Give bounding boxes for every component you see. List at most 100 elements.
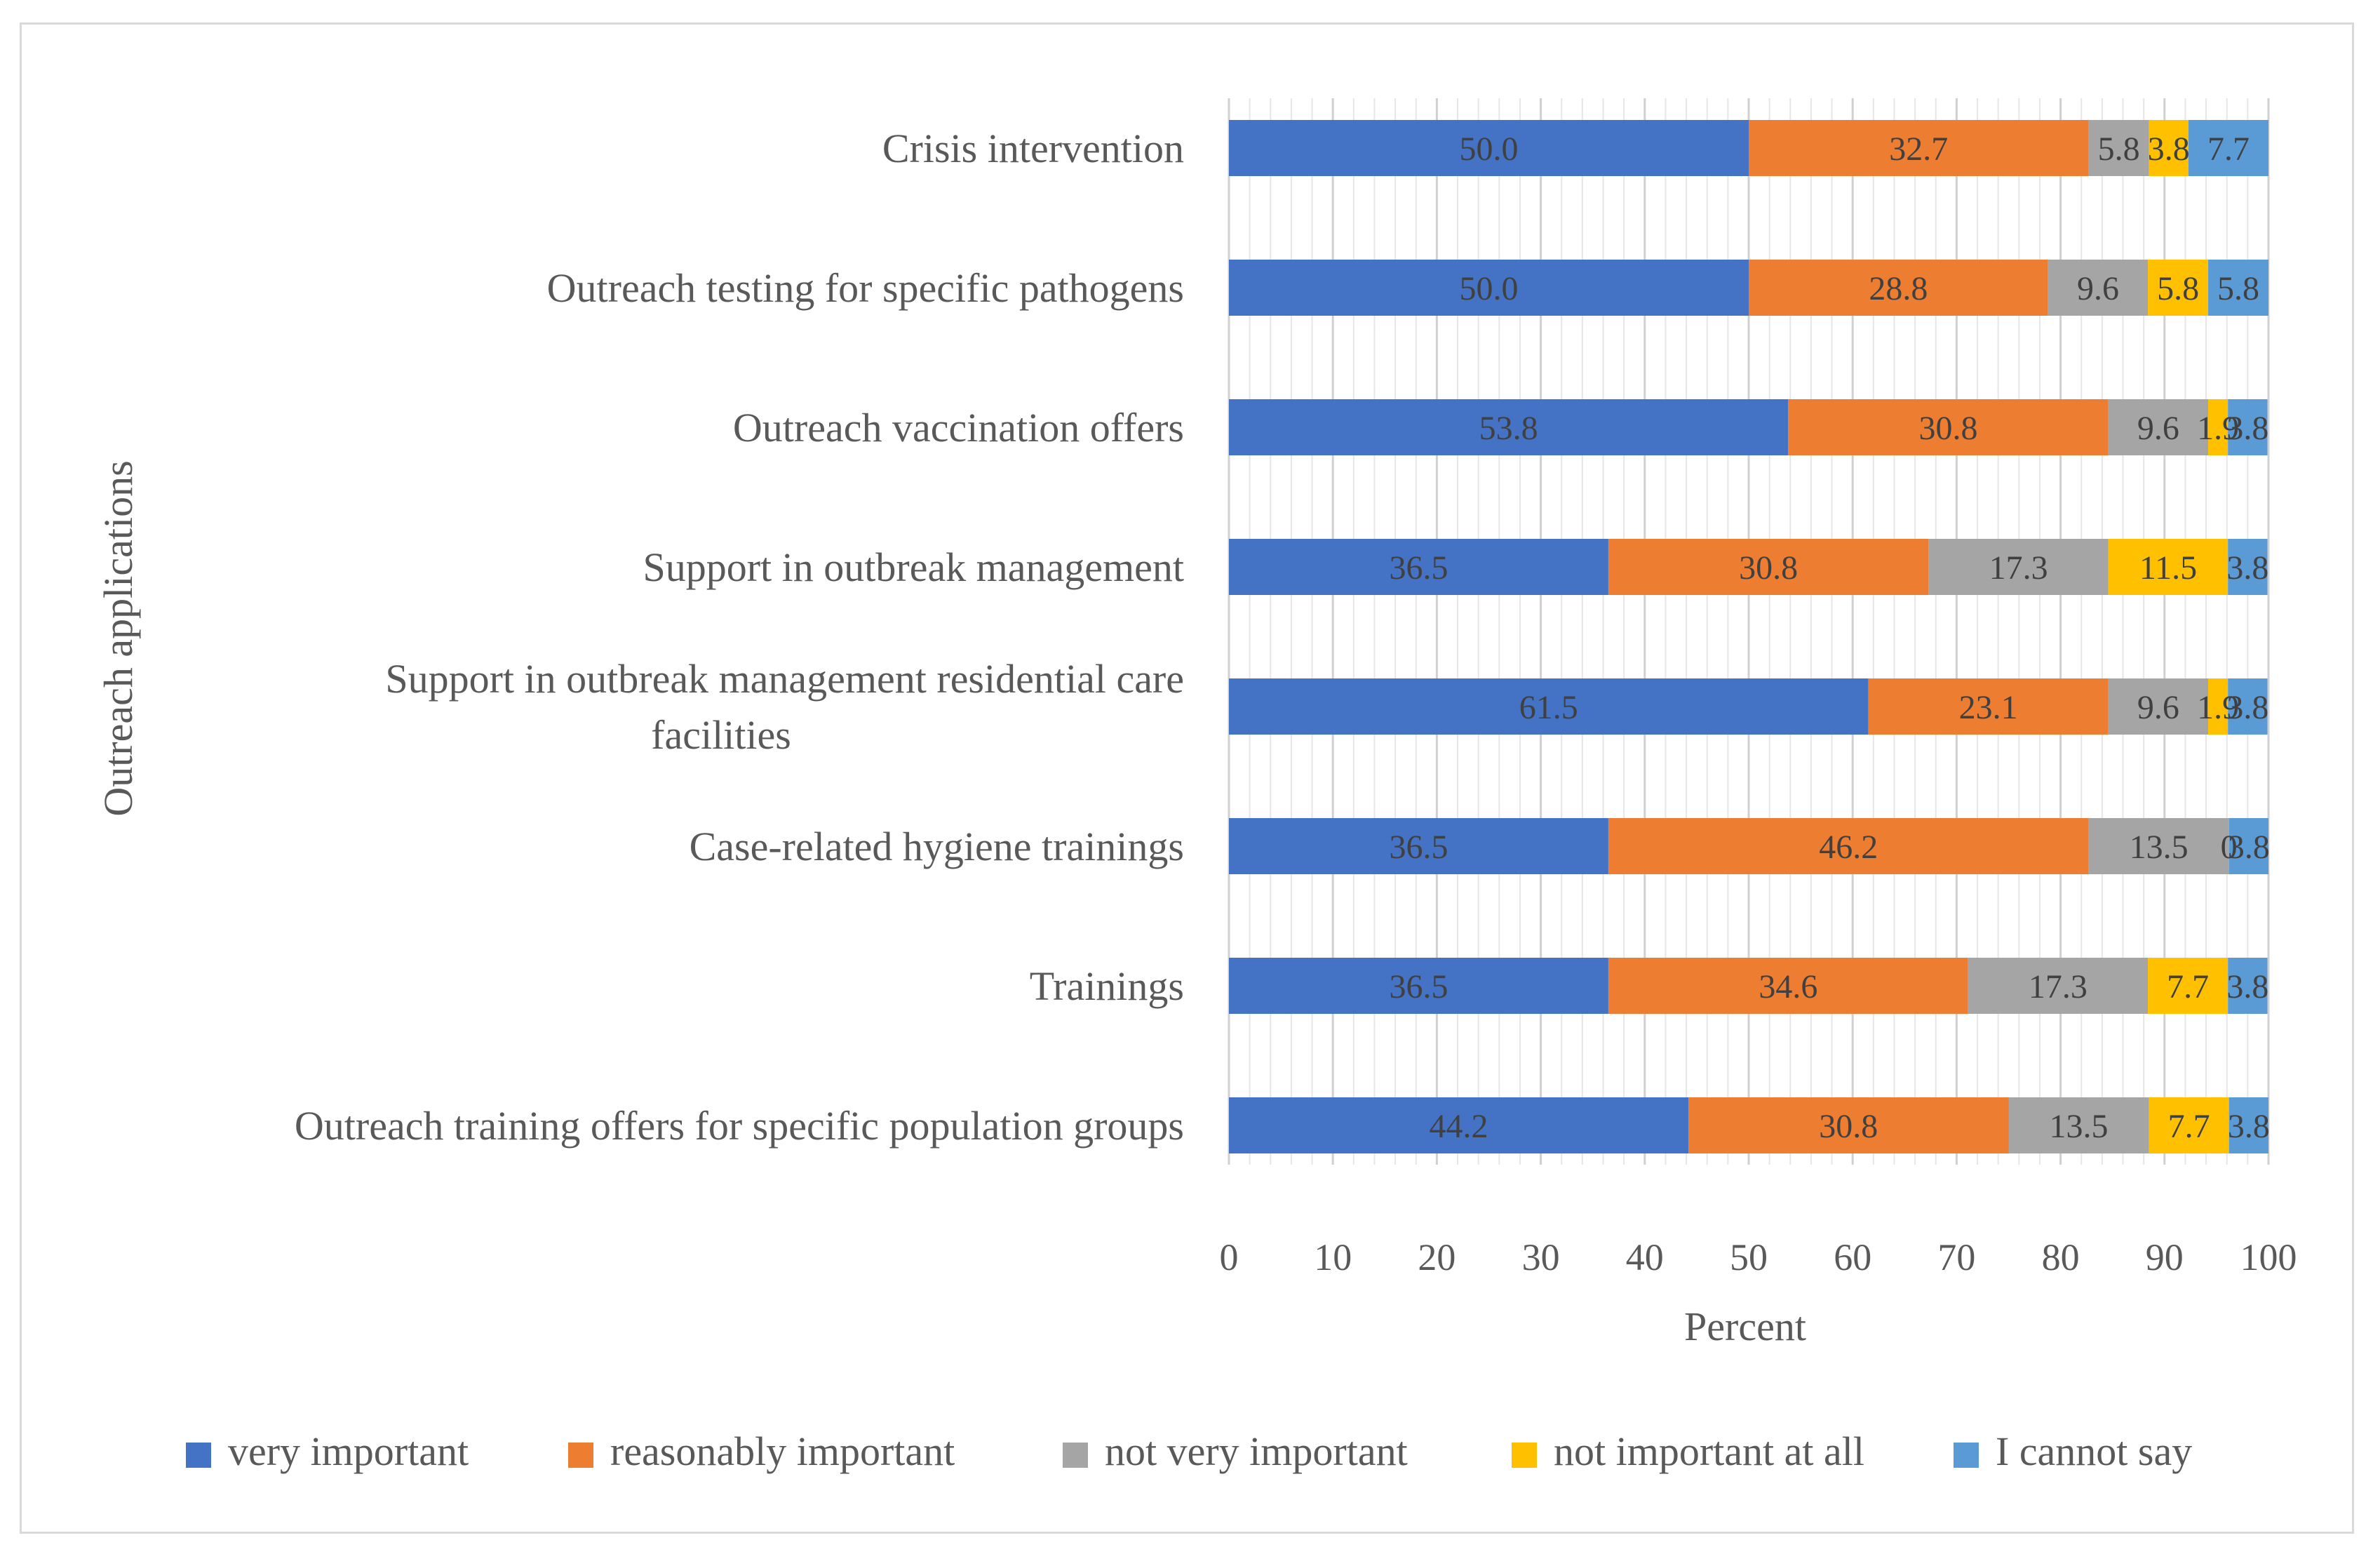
bar-segment-very-important <box>1229 399 1789 455</box>
data-label: 5.8 <box>2157 270 2199 307</box>
bar-segment-very-important <box>1229 678 1869 735</box>
bar-segment-very-important <box>1229 120 1749 176</box>
data-label: 46.2 <box>1819 829 1878 866</box>
legend-swatch <box>1954 1443 1979 1468</box>
bar-segment-not-very-important <box>1968 958 2149 1014</box>
bar-segment-very-important <box>1229 260 1749 316</box>
legend-label: reasonably important <box>610 1428 955 1474</box>
data-label: 3.8 <box>2226 968 2268 1005</box>
bar-segment-not-important-at-all <box>2208 399 2228 455</box>
bar-segment-very-important <box>1229 1097 1689 1153</box>
data-label: 3.8 <box>2226 689 2268 726</box>
x-tick-label: 90 <box>2146 1236 2184 1278</box>
data-label: 3.8 <box>2228 829 2270 866</box>
bar-segments <box>1229 120 2268 1153</box>
bar-segment-i-cannot-say <box>2228 958 2268 1014</box>
bar-segment-not-important-at-all <box>2148 260 2209 316</box>
legend-label: not very important <box>1105 1428 1408 1474</box>
category-label: Outreach testing for specific pathogens <box>547 265 1184 311</box>
data-label: 0 <box>2221 829 2238 866</box>
data-label: 13.5 <box>2130 829 2189 866</box>
category-label: facilities <box>651 712 791 758</box>
x-tick-label: 10 <box>1314 1236 1352 1278</box>
data-label: 32.7 <box>1889 131 1948 168</box>
x-tick-labels: 0 10 20 30 40 50 60 70 80 90 100 <box>1220 1236 2297 1278</box>
data-label: 9.6 <box>2137 689 2179 726</box>
category-label: Trainings <box>1030 963 1184 1009</box>
legend-swatch <box>1512 1443 1537 1468</box>
bar-segment-reasonably-important <box>1688 1097 2009 1153</box>
bar-segment-i-cannot-say <box>2208 260 2268 316</box>
data-label: 30.8 <box>1819 1108 1878 1145</box>
legend-label: not important at all <box>1554 1428 1864 1474</box>
data-label: 23.1 <box>1959 689 2018 726</box>
bar-segment-i-cannot-say <box>2228 678 2268 735</box>
data-label: 61.5 <box>1519 689 1578 726</box>
data-label: 3.8 <box>2228 1108 2270 1145</box>
data-label: 5.8 <box>2217 270 2259 307</box>
data-label: 9.6 <box>2077 270 2119 307</box>
x-axis-title: Percent <box>1684 1304 1806 1349</box>
category-label: Crisis intervention <box>882 126 1184 171</box>
bar-segment-reasonably-important <box>1608 958 1968 1014</box>
data-label: 44.2 <box>1430 1108 1488 1145</box>
data-label: 3.8 <box>2226 549 2268 587</box>
data-label: 9.6 <box>2137 410 2179 447</box>
data-label: 3.8 <box>2148 131 2190 168</box>
y-axis-title: Outreach applications <box>95 460 141 816</box>
bar-segment-not-very-important <box>2108 399 2209 455</box>
x-tick-label: 30 <box>1522 1236 1560 1278</box>
category-label: Support in outbreak management <box>643 544 1184 590</box>
bar-segment-very-important <box>1229 539 1608 595</box>
legend-swatch <box>186 1443 211 1468</box>
bar-segment-i-cannot-say <box>2228 1097 2268 1153</box>
data-label: 7.7 <box>2167 968 2209 1005</box>
bar-segment-very-important <box>1229 958 1608 1014</box>
bar-segment-not-very-important <box>2108 678 2209 735</box>
bar-segment-not-important-at-all <box>2149 1097 2229 1153</box>
bar-segment-reasonably-important <box>1608 539 1929 595</box>
legend-label: very important <box>228 1428 469 1474</box>
bar-segment-not-important-at-all <box>2208 678 2228 735</box>
legend-label: I cannot say <box>1996 1428 2192 1474</box>
bar-segment-reasonably-important <box>1608 818 2089 874</box>
x-tick-label: 40 <box>1626 1236 1664 1278</box>
bar-segment-not-very-important <box>2088 120 2149 176</box>
x-tick-label: 0 <box>1220 1236 1239 1278</box>
bar-segment-i-cannot-say <box>2228 818 2268 874</box>
data-label: 17.3 <box>1989 549 2048 587</box>
bar-segment-i-cannot-say <box>2188 120 2268 176</box>
category-labels: Crisis intervention Outreach testing for … <box>295 126 1184 1149</box>
category-label: Outreach vaccination offers <box>733 405 1184 450</box>
data-label: 3.8 <box>2226 410 2268 447</box>
legend-swatch <box>1063 1443 1088 1468</box>
data-label: 50.0 <box>1460 131 1519 168</box>
legend-swatch <box>568 1443 593 1468</box>
bar-segment-not-very-important <box>1928 539 2109 595</box>
bar-segment-not-important-at-all <box>2108 539 2228 595</box>
data-label: 7.7 <box>2207 131 2250 168</box>
bar-segment-reasonably-important <box>1868 678 2109 735</box>
data-label: 7.7 <box>2168 1108 2210 1145</box>
x-tick-label: 80 <box>2042 1236 2080 1278</box>
bar-segment-not-important-at-all <box>2148 958 2228 1014</box>
category-label: Outreach training offers for specific po… <box>295 1103 1184 1149</box>
data-label: 5.8 <box>2098 131 2140 168</box>
category-label: Case-related hygiene trainings <box>690 824 1184 869</box>
data-label: 1.9 <box>2197 689 2239 726</box>
data-label: 28.8 <box>1869 270 1928 307</box>
x-tick-label: 20 <box>1418 1236 1455 1278</box>
x-tick-label: 60 <box>1834 1236 1871 1278</box>
bar-segment-not-very-important <box>2088 818 2229 874</box>
data-label: 34.6 <box>1759 968 1817 1005</box>
data-label: 30.8 <box>1739 549 1798 587</box>
data-label: 36.5 <box>1389 968 1448 1005</box>
data-label: 36.5 <box>1389 829 1448 866</box>
x-tick-label: 50 <box>1730 1236 1768 1278</box>
x-tick-label: 100 <box>2240 1236 2297 1278</box>
data-label: 36.5 <box>1389 549 1448 587</box>
data-labels: 50.0 32.7 5.8 3.8 7.750.0 28.8 9.6 5.8 5.853.8 30… <box>1389 131 2269 1145</box>
bar-segment-not-very-important <box>2008 1097 2149 1153</box>
data-label: 30.8 <box>1919 410 1978 447</box>
